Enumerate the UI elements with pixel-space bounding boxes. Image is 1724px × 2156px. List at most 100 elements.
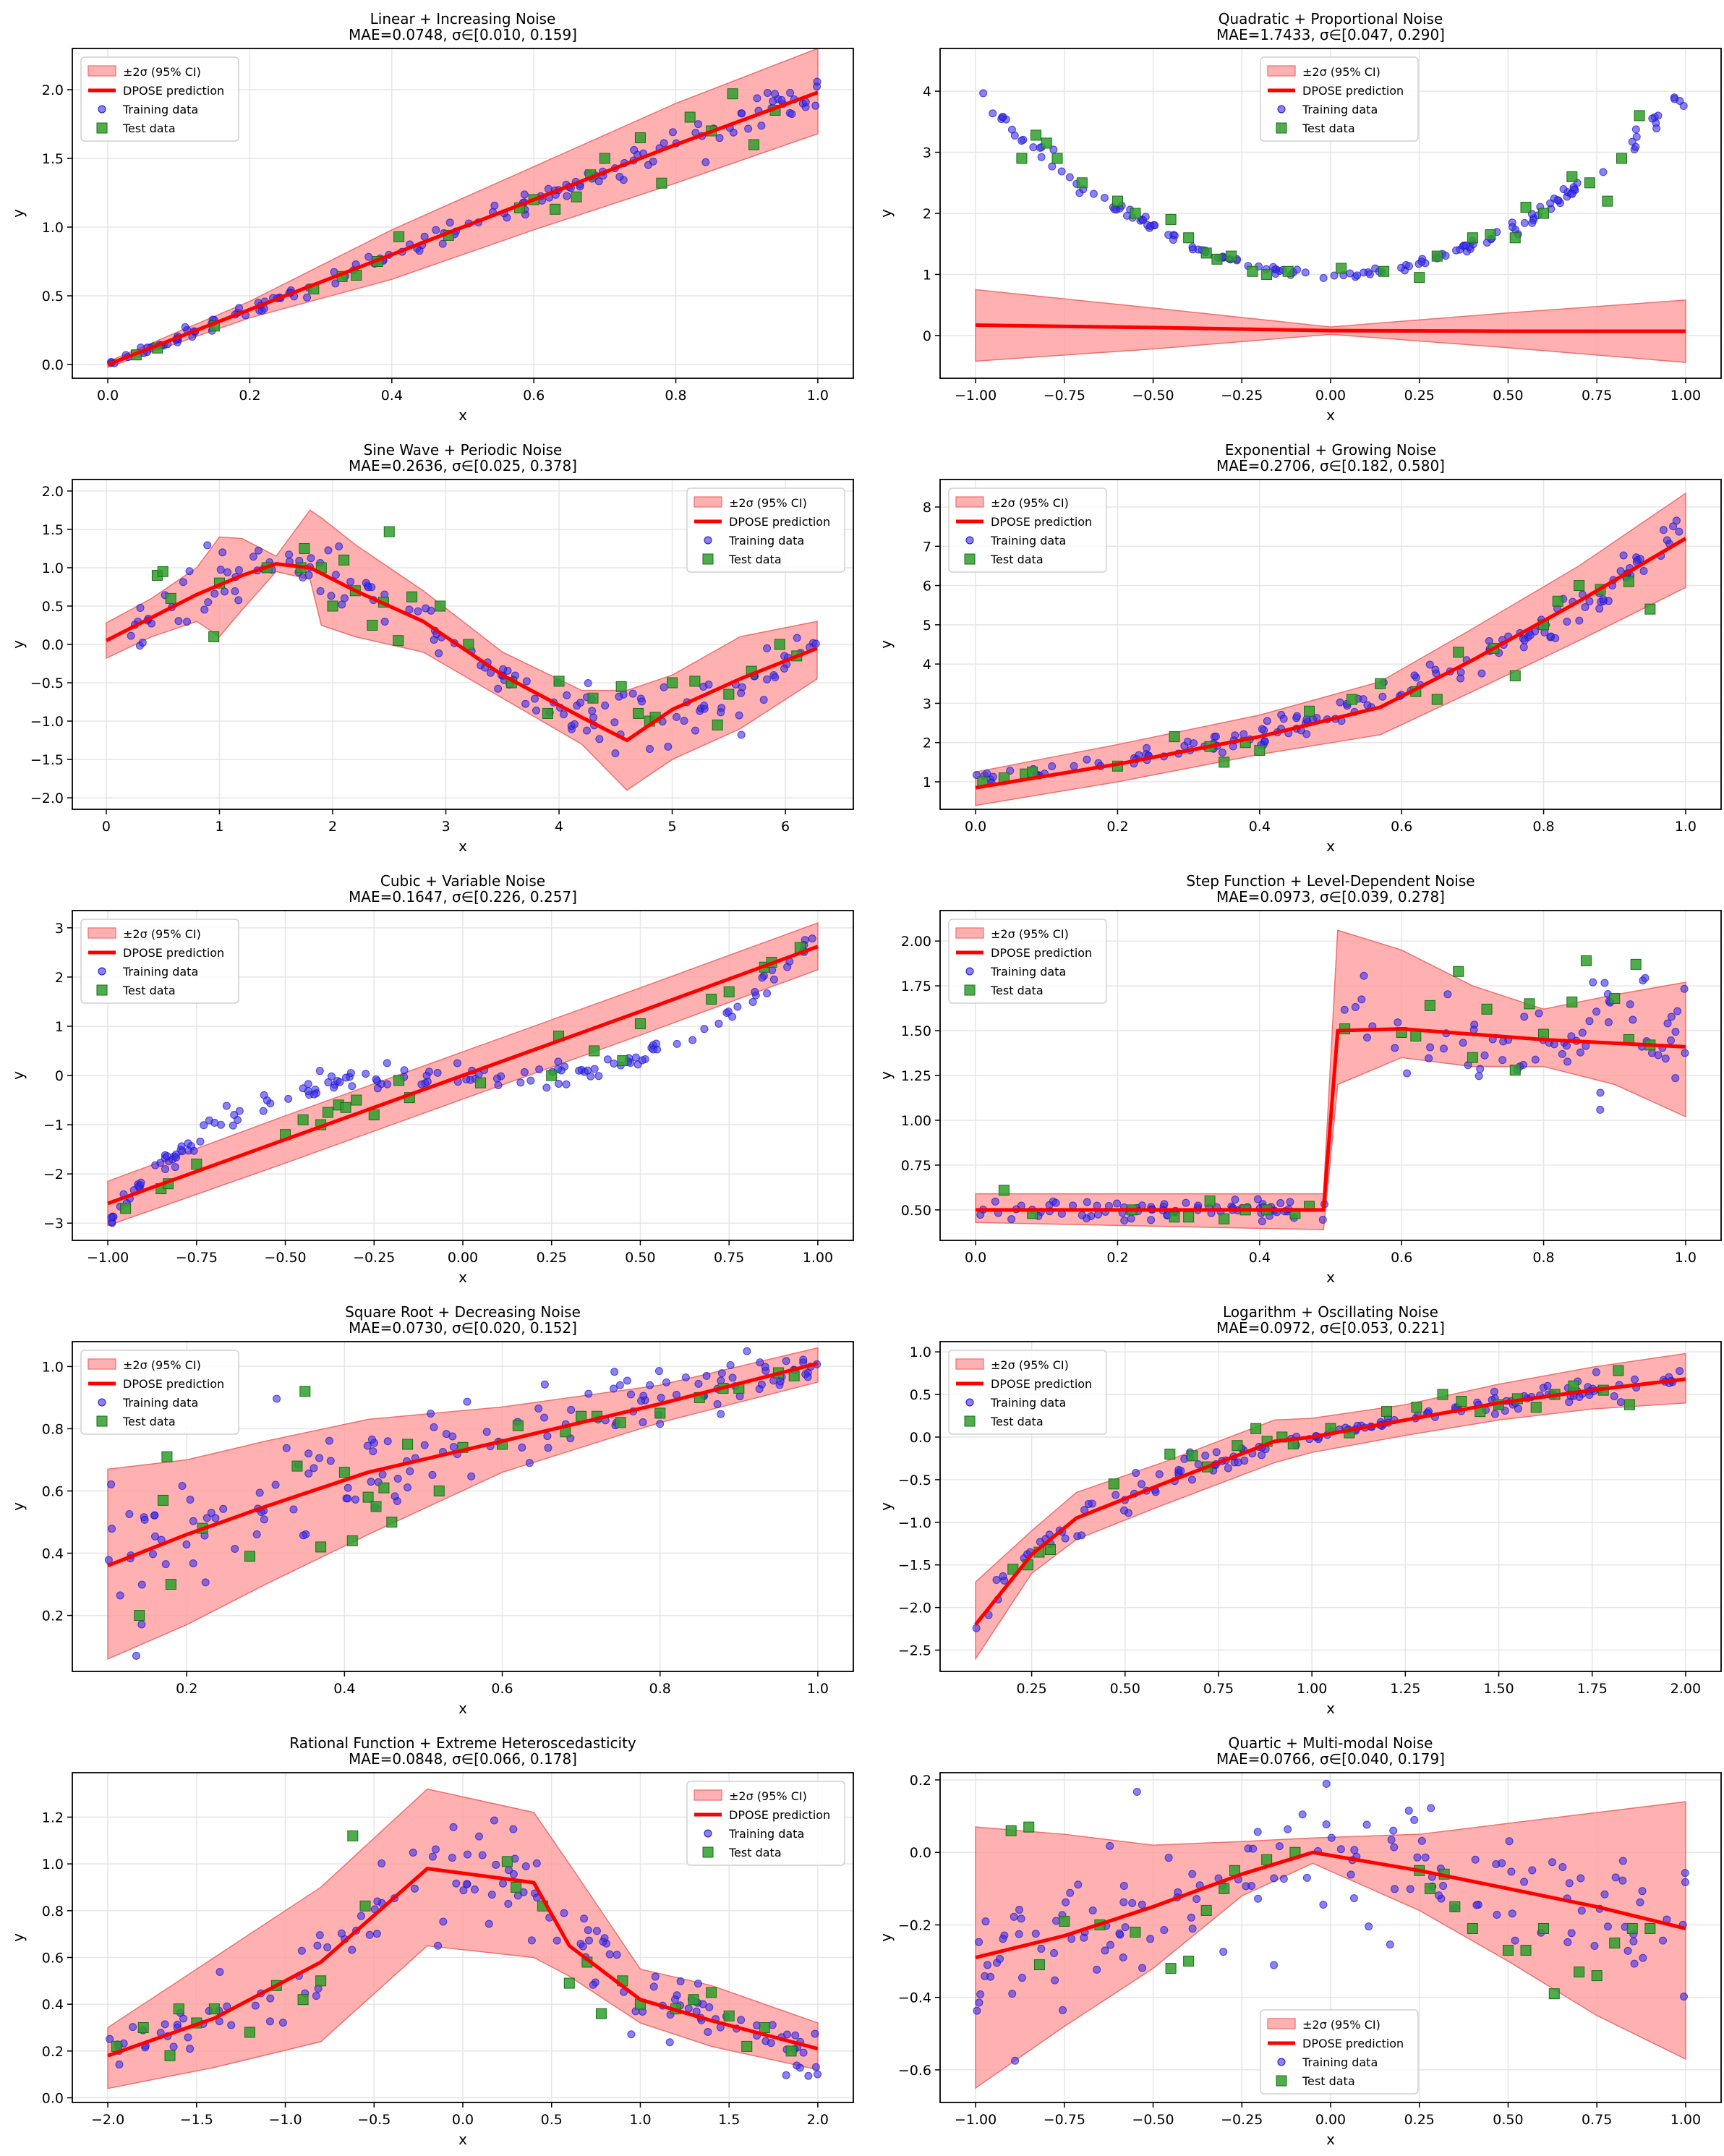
training-point <box>326 1457 335 1465</box>
test-point <box>1623 1399 1635 1410</box>
training-point <box>310 1464 318 1473</box>
training-point <box>1681 1869 1689 1878</box>
training-point <box>1180 1454 1189 1463</box>
confidence-band <box>107 48 819 368</box>
training-point <box>1567 1032 1576 1041</box>
training-point <box>1078 1211 1086 1219</box>
training-point <box>324 1078 333 1086</box>
training-point <box>1164 1854 1173 1862</box>
training-point <box>259 1107 268 1115</box>
test-point <box>1169 1211 1180 1223</box>
legend-test-swatch <box>964 984 976 996</box>
training-point <box>132 1651 140 1660</box>
training-point <box>737 730 746 739</box>
x-tick-label: 1.25 <box>1390 1681 1420 1697</box>
test-point <box>1634 110 1645 122</box>
training-point <box>1511 1936 1519 1945</box>
x-axis-label: x <box>1326 406 1335 424</box>
y-tick-label: 0.2 <box>910 1773 931 1789</box>
training-point <box>1010 132 1019 140</box>
training-point <box>1417 257 1426 266</box>
training-point <box>235 304 244 312</box>
training-point <box>605 1950 614 1959</box>
training-point <box>763 989 772 997</box>
chart-subtitle: MAE=1.7433, σ∈[0.047, 0.290] <box>1216 26 1445 43</box>
test-point <box>727 88 738 100</box>
training-point <box>161 2020 169 2029</box>
chart-subtitle: MAE=0.0973, σ∈[0.039, 0.278] <box>1216 888 1445 906</box>
prediction-line <box>975 1850 1686 1959</box>
training-point <box>211 1514 220 1522</box>
test-point <box>322 1107 333 1118</box>
training-point <box>492 1074 501 1083</box>
test-point <box>475 1077 487 1088</box>
training-point <box>611 749 620 758</box>
training-point <box>1425 1054 1433 1062</box>
training-point <box>615 172 624 181</box>
training-point <box>1155 1470 1164 1478</box>
training-point <box>230 1110 239 1119</box>
training-point <box>1146 1935 1155 1943</box>
training-point <box>1631 142 1640 151</box>
test-point <box>393 1075 405 1086</box>
training-point <box>644 161 652 169</box>
legend-label-train: Training data <box>122 965 198 979</box>
training-point <box>520 190 529 199</box>
training-point <box>1138 1901 1146 1909</box>
legend-label-prediction: DPOSE prediction <box>991 515 1092 529</box>
training-point <box>223 568 232 576</box>
training-point <box>1177 1467 1185 1475</box>
training-point <box>522 677 531 686</box>
training-point <box>1015 1930 1023 1938</box>
chart-title: Quartic + Multi-modal Noise <box>1229 1734 1433 1752</box>
y-tick-label: −1.0 <box>898 1515 931 1531</box>
test-point <box>1509 232 1521 244</box>
training-point <box>615 692 623 701</box>
training-point <box>129 2023 137 2032</box>
training-point <box>973 2006 981 2015</box>
training-point <box>343 1494 352 1503</box>
legend: ±2σ (95% CI) DPOSE prediction Training dat… <box>1260 2009 1419 2095</box>
legend-label-prediction: DPOSE prediction <box>729 515 830 529</box>
training-point <box>1431 665 1440 674</box>
training-point <box>542 1083 551 1092</box>
y-tick-label: 0.4 <box>42 1546 64 1562</box>
training-point <box>406 1467 414 1475</box>
legend-label-test: Test data <box>122 984 176 997</box>
legend-box <box>1260 2009 1419 2095</box>
test-point <box>1282 265 1294 277</box>
training-point <box>260 1515 268 1524</box>
test-point <box>1304 705 1315 717</box>
training-point <box>204 598 213 607</box>
training-point <box>1404 1806 1413 1815</box>
training-point <box>646 1381 654 1389</box>
training-point <box>150 1511 159 1520</box>
training-point <box>459 1886 468 1895</box>
training-point <box>313 1941 322 1950</box>
training-point <box>505 1866 513 1875</box>
x-tick-label: 0.75 <box>1582 2112 1612 2128</box>
x-tick-label: 1.00 <box>1297 1681 1327 1697</box>
x-tick-label: 0.4 <box>381 388 403 404</box>
training-point <box>763 88 772 97</box>
x-axis-label: x <box>458 1269 467 1286</box>
training-point <box>540 1380 549 1389</box>
training-point <box>463 1880 471 1888</box>
training-point <box>490 201 499 210</box>
prediction-line <box>105 562 818 743</box>
x-axis-label: x <box>1326 838 1335 855</box>
training-point <box>1122 211 1131 220</box>
training-point <box>1359 695 1367 704</box>
test-point <box>1467 1922 1478 1934</box>
training-point <box>713 1399 722 1408</box>
test-point <box>1378 265 1390 277</box>
test-point <box>1169 731 1180 743</box>
x-tick-label: 0.75 <box>1582 388 1612 404</box>
training-point <box>534 1405 543 1413</box>
training-point <box>999 1572 1007 1580</box>
test-point <box>1204 1195 1216 1206</box>
training-point <box>1029 143 1038 152</box>
training-point <box>265 2017 274 2026</box>
legend-band-swatch <box>955 1358 984 1370</box>
training-point <box>627 2030 636 2039</box>
